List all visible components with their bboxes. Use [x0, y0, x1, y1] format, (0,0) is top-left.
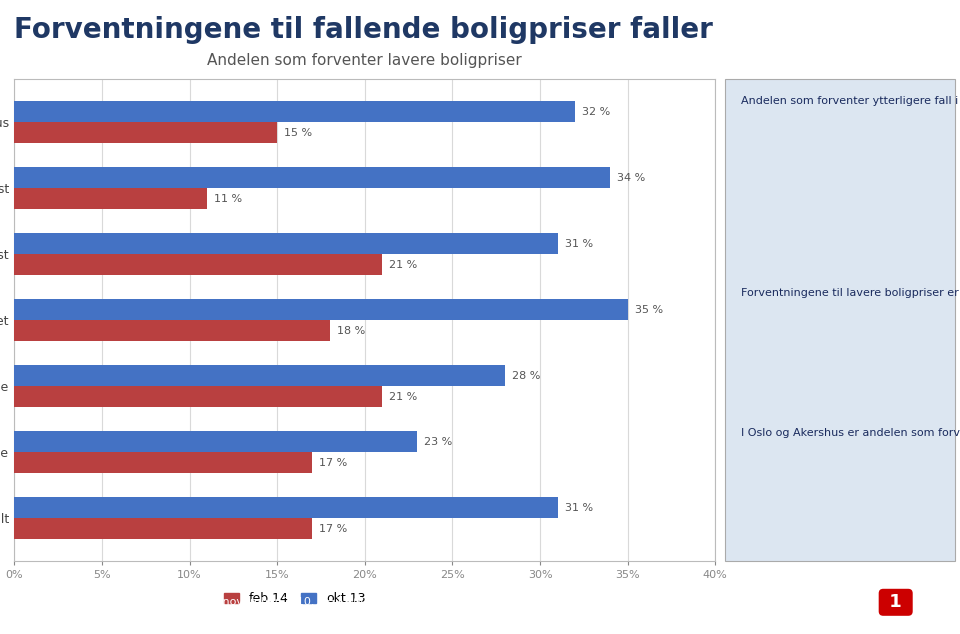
Text: 17 %: 17 %	[320, 524, 348, 534]
Bar	[14, 254, 382, 275]
Title: Andelen som forventer lavere boligpriser: Andelen som forventer lavere boligpriser	[207, 53, 522, 68]
Text: 32 %: 32 %	[582, 107, 611, 117]
Text: 21 %: 21 %	[390, 392, 418, 402]
Text: 34 %: 34 %	[617, 172, 645, 183]
Text: 23 %: 23 %	[424, 437, 452, 446]
Text: 11 %: 11 %	[214, 194, 242, 204]
Text: 31 %: 31 %	[564, 503, 592, 512]
Bar	[14, 122, 277, 143]
Text: Forventningene til fallende boligpriser faller: Forventningene til fallende boligpriser …	[14, 16, 713, 44]
Bar	[14, 167, 611, 188]
Text: 31 %: 31 %	[564, 238, 592, 249]
Text: EiendomsMegler: EiendomsMegler	[706, 593, 861, 611]
Text: I Oslo og Akershus er andelen som forventer lavere boligpriser 15% nå, mot 32% i: I Oslo og Akershus er andelen som forven…	[741, 426, 960, 438]
Text: Kilde: Forbrukerundersøkelse, november 2010. N=1.000 spurte: Kilde: Forbrukerundersøkelse, november 2…	[53, 597, 406, 607]
Bar	[14, 233, 558, 254]
Text: 15 %: 15 %	[284, 128, 312, 138]
Text: 35 %: 35 %	[635, 304, 662, 314]
Bar	[14, 497, 558, 518]
Text: 17 %: 17 %	[320, 458, 348, 468]
Text: Forventningene til lavere boligpriser er høyest på Østlandet Vest og i Midt-Norg: Forventningene til lavere boligpriser er…	[741, 287, 960, 299]
Bar	[14, 386, 382, 407]
Text: 18 %: 18 %	[337, 326, 365, 336]
Bar	[14, 101, 575, 122]
Text: 1: 1	[883, 593, 908, 611]
Text: Andelen som forventer ytterligere fall i boligprisene de neste 12 månedene har g: Andelen som forventer ytterligere fall i…	[741, 94, 960, 106]
Bar	[14, 518, 312, 539]
Text: 21 %: 21 %	[390, 260, 418, 269]
Bar	[14, 299, 628, 320]
Bar	[14, 188, 207, 209]
Text: 28 %: 28 %	[512, 371, 540, 380]
Legend: feb.14, okt.13: feb.14, okt.13	[219, 587, 371, 611]
Bar	[14, 365, 505, 386]
Bar	[14, 452, 312, 473]
Text: 11: 11	[17, 595, 36, 609]
Bar	[14, 431, 418, 452]
Bar	[14, 320, 330, 341]
FancyBboxPatch shape	[725, 79, 955, 561]
